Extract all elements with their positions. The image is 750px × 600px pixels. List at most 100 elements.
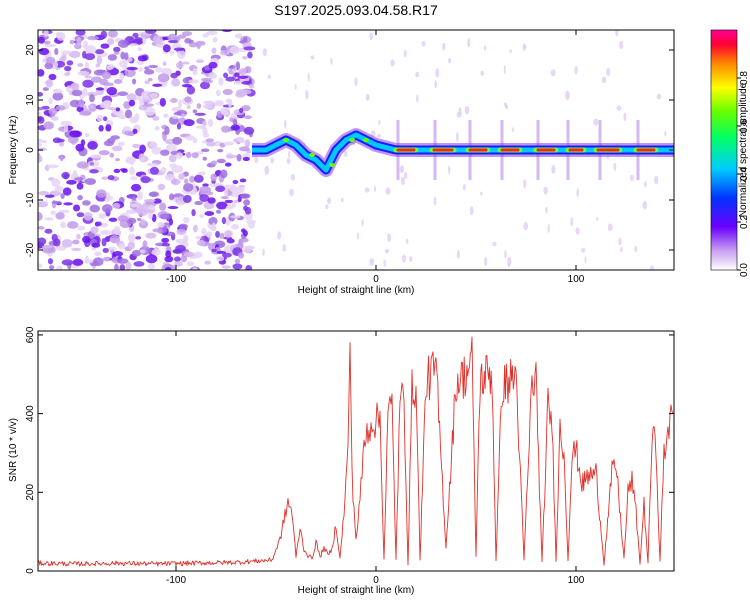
- heatmap-faint-cell: [254, 156, 259, 164]
- heatmap-noise-cell: [92, 257, 104, 266]
- heatmap-noise-cell: [77, 194, 83, 201]
- heatmap-faint-cell: [354, 77, 358, 87]
- heatmap-noise-cell: [226, 238, 235, 244]
- heatmap-noise-cell: [224, 199, 234, 204]
- heatmap-faint-cell: [570, 216, 574, 227]
- heatmap-noise-cell: [157, 183, 166, 191]
- heatmap-noise-cell: [61, 259, 74, 266]
- heatmap-noise-cell: [113, 168, 121, 174]
- y-tick-label: 0: [25, 568, 36, 574]
- heatmap-noise-cell: [76, 161, 89, 169]
- heatmap-noise-cell: [138, 67, 144, 72]
- heatmap-noise-cell: [244, 139, 251, 148]
- heatmap-noise-cell: [115, 157, 120, 162]
- heatmap-noise-cell: [232, 179, 239, 185]
- heatmap-faint-cell: [574, 66, 578, 75]
- heatmap-noise-cell: [117, 215, 129, 222]
- heatmap-noise-cell: [72, 204, 81, 212]
- heatmap-faint-cell: [456, 131, 459, 142]
- heatmap-noise-cell: [45, 44, 57, 48]
- heatmap-noise-cell: [127, 209, 134, 214]
- heatmap-noise-cell: [55, 212, 65, 220]
- heatmap-noise-cell: [196, 43, 201, 50]
- heatmap-noise-cell: [222, 88, 233, 96]
- heatmap-noise-cell: [124, 130, 134, 136]
- heatmap-noise-cell: [162, 132, 167, 142]
- heatmap-noise-cell: [196, 239, 206, 246]
- heatmap-noise-cell: [48, 108, 58, 116]
- heatmap-noise-cell: [124, 68, 136, 78]
- ridge-spot: [349, 138, 355, 142]
- heatmap-noise-cell: [185, 135, 195, 141]
- heatmap-noise-cell: [155, 67, 164, 73]
- heatmap-noise-cell: [119, 72, 125, 81]
- heatmap-noise-cell: [139, 144, 146, 154]
- heatmap-noise-cell: [237, 196, 242, 203]
- x-tick-label: 100: [568, 274, 585, 285]
- heatmap-noise-cell: [239, 186, 245, 193]
- heatmap-noise-cell: [69, 99, 81, 108]
- heatmap-noise-cell: [164, 255, 174, 263]
- heatmap-noise-cell: [82, 40, 89, 50]
- heatmap-noise-cell: [108, 30, 118, 38]
- heatmap-noise-cell: [218, 77, 224, 86]
- heatmap-noise-cell: [143, 209, 156, 213]
- heatmap-noise-cell: [208, 61, 218, 69]
- heatmap-noise-cell: [148, 263, 155, 270]
- heatmap-noise-cell: [243, 205, 248, 211]
- heatmap-noise-cell: [125, 156, 136, 164]
- heatmap-faint-cell: [511, 127, 514, 132]
- heatmap-noise-cell: [205, 138, 215, 143]
- heatmap-faint-cell: [656, 93, 662, 100]
- heatmap-faint-cell: [340, 197, 344, 203]
- heatmap-noise-cell: [84, 255, 90, 264]
- heatmap-noise-cell: [76, 212, 85, 218]
- heatmap-noise-cell: [177, 50, 186, 59]
- heatmap-noise-cell: [38, 36, 45, 44]
- heatmap-noise-cell: [161, 81, 168, 86]
- heatmap-noise-cell: [215, 89, 221, 97]
- heatmap-noise-cell: [220, 107, 228, 115]
- spectrogram-x-ticks: -100 0 100: [166, 30, 585, 285]
- heatmap-noise-cell: [202, 126, 208, 136]
- heatmap-noise-cell: [66, 179, 77, 185]
- heatmap-noise-cell: [51, 200, 62, 205]
- x-tick-label: -100: [166, 575, 186, 586]
- colorbar-label: Normalized spectral amplitude: [738, 82, 749, 217]
- heatmap-noise-cell: [144, 106, 156, 116]
- heatmap-noise-cell: [221, 216, 227, 225]
- heatmap-noise-cell: [240, 228, 246, 233]
- heatmap-faint-cell: [384, 248, 390, 254]
- heatmap-noise-cell: [107, 54, 118, 61]
- heatmap-faint-cell: [629, 174, 634, 182]
- heatmap-noise-cell: [56, 138, 65, 143]
- heatmap-noise-cell: [112, 251, 124, 257]
- heatmap-noise-cell: [96, 221, 102, 227]
- heatmap-noise-cell: [243, 126, 255, 135]
- heatmap-noise-cell: [42, 139, 47, 144]
- heatmap-faint-cell: [619, 247, 623, 252]
- heatmap-noise-cell: [175, 244, 186, 252]
- heatmap-noise-cell: [101, 238, 107, 247]
- heatmap-noise-cell: [234, 33, 243, 39]
- spectrogram-y-ticks: -20 -10 0 10 20: [25, 44, 674, 257]
- heatmap-noise-cell: [206, 231, 213, 238]
- heatmap-noise-cell: [42, 245, 53, 249]
- y-tick-label: 600: [25, 326, 36, 343]
- heatmap-noise-cell: [151, 213, 157, 223]
- heatmap-noise-cell: [221, 252, 232, 258]
- heatmap-noise-cell: [191, 209, 196, 217]
- colorbar: 0.0 0.2 0.4 0.6 0.8 Normalized spectral ampl…: [710, 29, 750, 277]
- heatmap-noise-cell: [132, 143, 141, 149]
- heatmap-noise-cell: [188, 79, 199, 84]
- heatmap-noise-cell: [202, 156, 207, 161]
- heatmap-noise-cell: [189, 175, 195, 183]
- heatmap-noise-cell: [192, 109, 198, 114]
- heatmap-noise-cell: [115, 107, 121, 112]
- heatmap-noise-cell: [157, 221, 165, 228]
- heatmap-noise-cell: [206, 141, 217, 147]
- heatmap-faint-cell: [403, 49, 407, 58]
- heatmap-noise-cell: [38, 138, 44, 144]
- heatmap-noise-cell: [72, 258, 84, 266]
- heatmap-faint-cell: [383, 259, 386, 268]
